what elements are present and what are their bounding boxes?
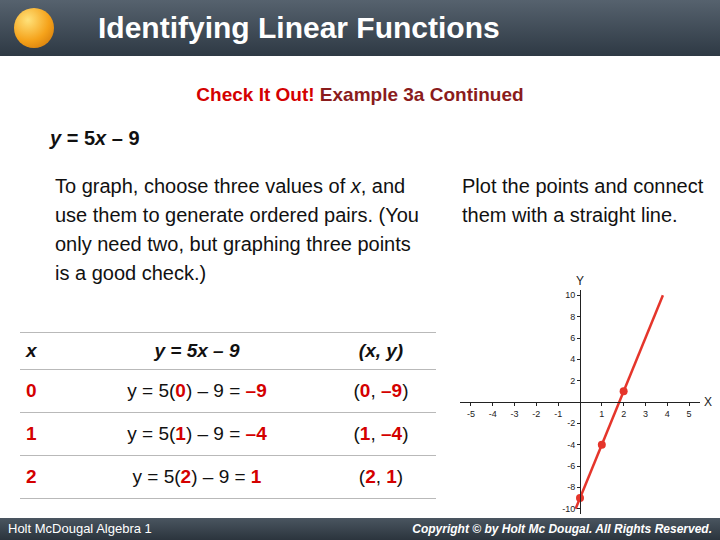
html-text:0: 0: [26, 380, 37, 401]
svg-text:1: 1: [599, 409, 604, 419]
html-text:Check It Out! Example 3a Conti: Check It Out! Example 3a Continued: [196, 84, 524, 105]
html-text:y = 5(2) – 9 = 1: y = 5(2) – 9 = 1: [132, 466, 262, 487]
html-text:y = 5(1) – 9 = –4: y = 5(1) – 9 = –4: [127, 423, 267, 444]
svg-text:-1: -1: [554, 409, 562, 419]
svg-text:-6: -6: [567, 461, 575, 471]
svg-text:X: X: [704, 395, 712, 409]
svg-text:4: 4: [570, 354, 575, 364]
svg-text:2: 2: [621, 409, 626, 419]
html-text:2: 2: [26, 466, 37, 487]
html-text:y = 5x – 9: y = 5x – 9: [154, 340, 240, 361]
html-text:Plot the points and connect th: Plot the points and connect them with a …: [462, 175, 704, 226]
svg-text:8: 8: [570, 312, 575, 322]
html-text:1: 1: [26, 423, 37, 444]
svg-text:4: 4: [665, 409, 670, 419]
svg-text:3: 3: [643, 409, 648, 419]
svg-text:-10: -10: [562, 504, 575, 514]
html-text:(0, –9): (0, –9): [353, 380, 409, 401]
svg-text:-4: -4: [489, 409, 497, 419]
html-text:To graph, choose three values: To graph, choose three values of x, and …: [55, 175, 419, 284]
svg-text:-5: -5: [467, 409, 475, 419]
svg-text:-2: -2: [567, 418, 575, 428]
svg-text:-4: -4: [567, 440, 575, 450]
html-text:Identifying Linear Functions: Identifying Linear Functions: [98, 11, 500, 44]
svg-text:-2: -2: [532, 409, 540, 419]
svg-text:-3: -3: [511, 409, 519, 419]
html-text:Copyright © by Holt Mc Dougal.: Copyright © by Holt Mc Dougal. All Right…: [412, 522, 712, 536]
svg-text:10: 10: [565, 290, 575, 300]
html-text:(1, –4): (1, –4): [353, 423, 409, 444]
svg-text:5: 5: [687, 409, 692, 419]
svg-text:6: 6: [570, 333, 575, 343]
svg-text:Y: Y: [576, 276, 584, 288]
html-text:(x, y): (x, y): [358, 340, 404, 361]
html-text:(2, 1): (2, 1): [358, 466, 404, 487]
html-text:y = 5(0) – 9 = –9: y = 5(0) – 9 = –9: [127, 380, 267, 401]
svg-text:-8: -8: [567, 482, 575, 492]
svg-text:2: 2: [570, 376, 575, 386]
html-text:y = 5 x – 9: y = 5 x – 9: [50, 127, 140, 149]
html-text:Holt McDougal Algebra 1: Holt McDougal Algebra 1: [8, 521, 152, 536]
html-text:x: x: [26, 340, 37, 361]
